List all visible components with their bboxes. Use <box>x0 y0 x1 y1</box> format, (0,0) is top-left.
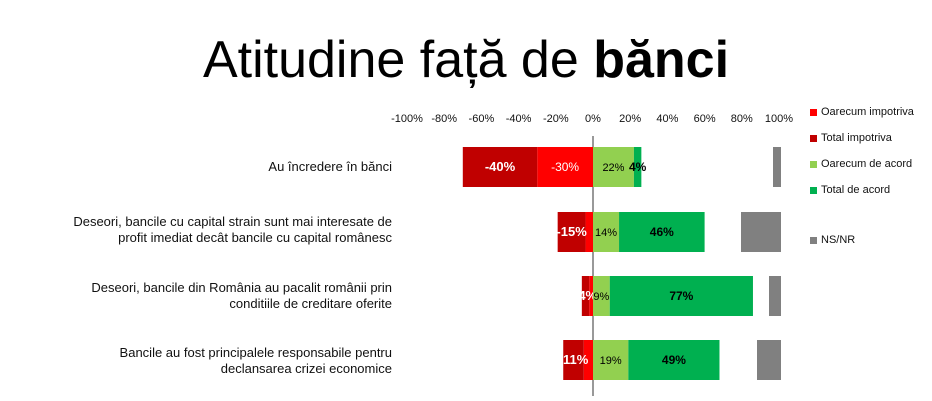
legend-item-ns-nr: NS/NR <box>810 234 914 260</box>
x-tick-label: 40% <box>656 113 678 125</box>
data-label-total-de-acord: 49% <box>662 353 686 367</box>
x-tick-label: 80% <box>731 113 753 125</box>
legend-label: Oarecum de acord <box>821 158 913 171</box>
bar-ns-nr <box>757 340 781 380</box>
x-tick-label: 0% <box>585 113 601 125</box>
bar-total-impotriva <box>581 276 590 316</box>
bar-oarecum-impotriva <box>589 276 593 316</box>
category-label-4: Bancile au fost principalele responsabil… <box>20 345 392 377</box>
data-label-total-impotriva: -15% <box>556 224 587 239</box>
data-label-total-impotriva: -11% <box>559 352 589 367</box>
data-label-total-de-acord: 46% <box>650 225 674 239</box>
data-label-total-de-acord: 4% <box>629 160 647 174</box>
x-tick-label: -80% <box>431 113 457 125</box>
x-tick-label: -60% <box>469 113 495 125</box>
bar-total-impotriva <box>557 212 586 252</box>
bar-oarecum-de-acord <box>593 276 610 316</box>
chart-title-bold: bănci <box>593 31 730 89</box>
chart-title-normal: Atitudine față de <box>202 31 594 89</box>
x-tick-label: -40% <box>506 113 532 125</box>
x-tick-label: -20% <box>543 113 569 125</box>
x-tick-label: 100% <box>765 113 793 125</box>
data-label-oarecum-impotriva: -30% <box>551 160 579 174</box>
legend-label: Total de acord <box>821 184 891 197</box>
bar-oarecum-de-acord <box>593 212 620 252</box>
data-label-oarecum-de-acord: 9% <box>593 291 609 303</box>
legend-swatch <box>810 186 817 194</box>
bar-ns-nr <box>741 212 781 252</box>
category-label-4-line-1: Bancile au fost principalele responsabil… <box>119 345 392 360</box>
category-label-4-line-2: declansarea crizei economice <box>220 361 392 376</box>
legend-swatch <box>810 160 817 168</box>
legend-label: Total impotriva <box>821 132 892 145</box>
category-label-1: Au încredere în bănci <box>20 159 392 175</box>
legend-item-total-impotriva: Total impotriva <box>810 132 914 158</box>
category-label-2: Deseori, bancile cu capital strain sunt … <box>20 214 392 246</box>
bar-oarecum-impotriva <box>537 147 593 187</box>
bar-oarecum-de-acord <box>593 340 629 380</box>
data-label-total-impotriva: -40% <box>485 159 516 174</box>
x-tick-label: 60% <box>694 113 716 125</box>
x-tick-label: -100% <box>391 113 423 125</box>
legend-label: NS/NR <box>821 234 856 247</box>
bar-ns-nr <box>773 147 781 187</box>
legend-item-oarecum-de-acord: Oarecum de acord <box>810 158 914 184</box>
legend-swatch <box>810 134 817 142</box>
bar-oarecum-impotriva <box>585 212 593 252</box>
category-label-3-line-2: conditiile de creditare oferite <box>229 296 392 311</box>
bar-oarecum-impotriva <box>583 340 593 380</box>
bar-total-de-acord <box>609 276 753 316</box>
bar-total-de-acord <box>619 212 705 252</box>
bar-total-de-acord <box>628 340 720 380</box>
legend-swatch <box>810 108 817 116</box>
chart-title: Atitudine față de bănci <box>0 30 932 90</box>
category-label-3-line-1: Deseori, bancile din România au pacalit … <box>91 280 392 295</box>
x-tick-label: 20% <box>619 113 641 125</box>
data-label-total-impotriva: -4% <box>574 288 598 303</box>
data-label-oarecum-de-acord: 19% <box>600 355 622 367</box>
data-label-total-de-acord: 77% <box>669 289 693 303</box>
legend-item-oarecum-impotriva: Oarecum impotriva <box>810 106 914 132</box>
bar-ns-nr <box>769 276 781 316</box>
category-label-2-line-1: Deseori, bancile cu capital strain sunt … <box>73 214 392 229</box>
legend-label: Oarecum impotriva <box>821 106 914 119</box>
bar-total-de-acord <box>633 147 642 187</box>
legend: Oarecum impotriva Total impotriva Oarecu… <box>810 106 914 260</box>
bar-total-impotriva <box>462 147 538 187</box>
bar-total-impotriva <box>563 340 584 380</box>
data-label-oarecum-de-acord: 22% <box>602 162 624 174</box>
category-label-3: Deseori, bancile din România au pacalit … <box>20 280 392 312</box>
data-label-oarecum-de-acord: 14% <box>595 227 617 239</box>
legend-item-total-de-acord: Total de acord <box>810 184 914 210</box>
category-label-2-line-2: profit imediat decât bancile cu capital … <box>118 230 392 245</box>
legend-swatch <box>810 236 817 244</box>
category-label-1-line-1: Au încredere în bănci <box>268 159 392 174</box>
bar-oarecum-de-acord <box>593 147 634 187</box>
